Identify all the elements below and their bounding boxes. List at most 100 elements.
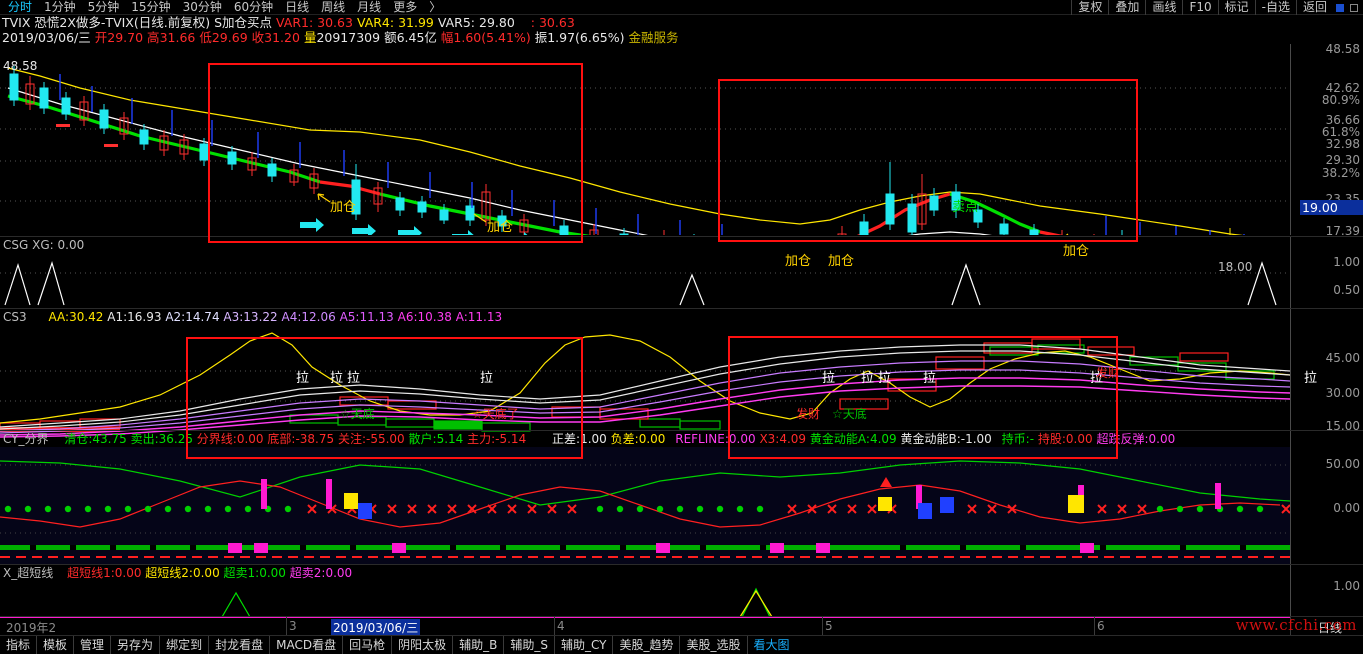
toolbar-button-6[interactable]: 返回 <box>1295 0 1333 15</box>
bottom-button-8[interactable]: 阴阳太极 <box>392 636 454 654</box>
bottom-button-3[interactable]: 另存为 <box>111 636 161 654</box>
cy-f9-value: 0.00 <box>728 432 756 446</box>
cs3-panel[interactable]: CS3 AA:30.42 A1:16.93 A2:14.74 A3:13.22 … <box>0 308 1363 438</box>
toolbar-button-5[interactable]: -自选 <box>1254 0 1296 15</box>
bottom-button-4[interactable]: 绑定到 <box>160 636 210 654</box>
csg-panel[interactable]: CSG XG: 0.00 1.00 0.50 <box>0 236 1363 309</box>
cs3-a4-value: 12.06 <box>301 310 336 324</box>
cs3-a3-label: A3: <box>223 310 244 324</box>
annotation-jiacang-2: 加仓 <box>487 220 514 235</box>
cs3-aa-value: 30.42 <box>69 310 104 324</box>
cs3-annotation-la-6: 拉 <box>861 371 875 386</box>
cy-f13-label: 持币: <box>1001 432 1030 446</box>
tab-period-6[interactable]: 日线 <box>285 0 310 14</box>
tab-period-3[interactable]: 15分钟 <box>131 0 171 14</box>
bottom-button-5[interactable]: 封龙看盘 <box>209 636 271 654</box>
cs3-title: CS3 <box>3 310 27 324</box>
tab-period-2[interactable]: 5分钟 <box>87 0 120 14</box>
var1-label: VAR1: <box>276 15 314 30</box>
chevron-right-icon[interactable]: 〉 <box>429 0 442 14</box>
x-panel[interactable]: X_超短线 超短线1:0.00 超短线2:0.00 超卖1:0.00 超卖2:0… <box>0 564 1363 618</box>
bottom-button-1[interactable]: 模板 <box>37 636 75 654</box>
cy-f6-value: -5.14 <box>495 432 527 446</box>
maximize-icon[interactable] <box>1350 3 1358 12</box>
annotation-jiacang-3: 加仓 <box>785 254 812 269</box>
cs3-a-label: A: <box>455 310 468 324</box>
cs3-chart-canvas[interactable] <box>0 323 1290 445</box>
price-chart-canvas[interactable] <box>0 44 1290 235</box>
cs3-annotation-la-7: 拉 <box>878 371 892 386</box>
instrument-name: TVIX 恐慌2X做多-TVIX(日线.前复权) <box>2 15 211 30</box>
top-menu-bar: 分时 1分钟 5分钟 15分钟 30分钟 60分钟 日线 周线 月线 更多 〉 … <box>0 0 1363 15</box>
quote-date: 2019/03/06/三 <box>2 30 91 45</box>
low-label: 低 <box>199 30 212 45</box>
minimize-icon[interactable] <box>1336 3 1344 12</box>
bottom-button-10[interactable]: 辅助_S <box>504 636 555 654</box>
period-tabs: 分时 1分钟 5分钟 15分钟 30分钟 60分钟 日线 周线 月线 更多 〉 <box>2 0 447 15</box>
csg-chart-canvas[interactable] <box>0 237 1290 309</box>
cy-f14-value: 0.00 <box>1065 432 1093 446</box>
toolbar-button-4[interactable]: 标记 <box>1217 0 1255 15</box>
bottom-button-6[interactable]: MACD看盘 <box>270 636 344 654</box>
bottom-button-12[interactable]: 美股_趋势 <box>613 636 681 654</box>
price-pointer-label: 18.00 <box>1218 260 1253 274</box>
bottom-button-0[interactable]: 指标 <box>0 636 38 654</box>
tab-period-1[interactable]: 1分钟 <box>44 0 76 14</box>
cy-f12-label: 黄金动能B: <box>900 432 961 446</box>
price-chart-panel[interactable]: 48.58 加仓 加仓 加仓 加仓 加仓 卖点 18.00 48.58 42.6… <box>0 42 1363 274</box>
time-label-0: 2019年2 <box>6 621 57 635</box>
bottom-button-7[interactable]: 回马枪 <box>343 636 393 654</box>
cs3-header: CS3 AA:30.42 A1:16.93 A2:14.74 A3:13.22 … <box>3 311 502 324</box>
time-axis[interactable]: 2019年2 3 2019/03/06/三 4 5 6 日线 <box>0 616 1363 636</box>
cs3-a6-value: 10.38 <box>417 310 452 324</box>
tab-period-0[interactable]: 分时 <box>8 0 33 14</box>
high-label: 高 <box>147 30 160 45</box>
cs3-annotation-la-3: 拉 <box>347 371 361 386</box>
x-chart-canvas[interactable] <box>0 579 1290 631</box>
toolbar-button-1[interactable]: 叠加 <box>1108 0 1145 15</box>
bottom-button-14[interactable]: 看大图 <box>753 638 790 652</box>
cs3-a5-label: A5: <box>339 310 360 324</box>
cy-panel[interactable]: CY_分界 清仓:43.75 卖出:36.25 分界线:0.00 底部:-38.… <box>0 430 1363 565</box>
tab-period-5[interactable]: 60分钟 <box>233 0 274 14</box>
cs3-annotation-la-4: 拉 <box>480 371 494 386</box>
cs3-axis: 45.00 30.00 15.00 <box>1290 309 1363 433</box>
toolbar-button-0[interactable]: 复权 <box>1071 0 1108 15</box>
csg-field-label: XG: <box>32 238 54 252</box>
x-f2-label: 超卖1: <box>223 566 260 580</box>
axis-tick-3: 36.66 <box>1325 113 1360 127</box>
axis-tick-4: 61.8% <box>1321 125 1360 139</box>
cy-f2-label: 分界线: <box>196 432 237 446</box>
csg-axis-tick-0: 1.00 <box>1333 255 1360 269</box>
cs3-annotation-la-5: 拉 <box>822 371 836 386</box>
csg-axis: 1.00 0.50 <box>1290 237 1363 309</box>
bottom-button-9[interactable]: 辅助_B <box>453 636 505 654</box>
annotation-jiacang-4: 加仓 <box>828 254 855 269</box>
close-label: 收 <box>251 30 265 45</box>
cy-chart-canvas[interactable] <box>0 447 1290 565</box>
axis-tick-0: 48.58 <box>1325 42 1360 56</box>
x-f3-value: 0.00 <box>325 566 353 580</box>
toolbar-button-3[interactable]: F10 <box>1182 0 1217 15</box>
bottom-button-13[interactable]: 美股_选股 <box>680 636 748 654</box>
axis-tick-6: 29.30 <box>1325 153 1360 167</box>
axis-divider <box>1290 44 1291 235</box>
cs3-axis-tick-2: 15.00 <box>1325 419 1360 433</box>
bottom-button-2[interactable]: 管理 <box>74 636 112 654</box>
volume-value: 20917309 <box>316 30 381 45</box>
tab-period-9[interactable]: 更多 <box>393 0 418 14</box>
cy-header: CY_分界 清仓:43.75 卖出:36.25 分界线:0.00 底部:-38.… <box>3 433 1175 446</box>
cy-f3-value: -38.75 <box>295 432 335 446</box>
cy-f13-value: - <box>1029 432 1035 446</box>
tab-period-4[interactable]: 30分钟 <box>182 0 222 14</box>
x-axis-divider <box>1290 565 1291 617</box>
bottom-button-11[interactable]: 辅助_CY <box>555 636 614 654</box>
cy-f5-value: 5.14 <box>436 432 464 446</box>
toolbar-button-2[interactable]: 画线 <box>1145 0 1182 15</box>
cy-title: CY_分界 <box>3 432 49 446</box>
tab-period-7[interactable]: 周线 <box>321 0 346 14</box>
tab-period-8[interactable]: 月线 <box>357 0 382 14</box>
cs3-a6-label: A6: <box>397 310 418 324</box>
cs3-annotation-la-1: 拉 <box>296 371 310 386</box>
